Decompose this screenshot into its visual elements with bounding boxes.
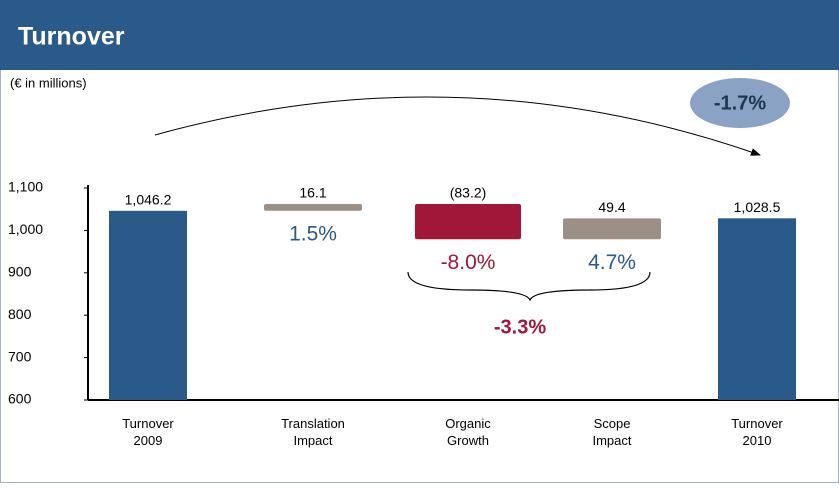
value-label: 16.1 <box>299 185 326 201</box>
x-tick-line: Translation <box>281 416 345 431</box>
x-tick-line: Impact <box>592 433 631 448</box>
pct-label: 4.7% <box>588 251 636 274</box>
bar <box>264 203 362 211</box>
header <box>0 0 839 70</box>
x-tick-label: Translation Impact <box>281 416 345 448</box>
bar <box>718 218 796 400</box>
y-tick-label: 800 <box>8 306 32 322</box>
x-tick-line: Organic <box>445 416 491 431</box>
x-tick-line: Turnover <box>122 416 174 431</box>
value-label: (83.2) <box>450 185 487 201</box>
organic-total: -3.3% <box>494 316 546 338</box>
x-tick-line: Growth <box>447 433 489 448</box>
pct-label: -8.0% <box>441 251 496 274</box>
change-bubble <box>690 78 790 128</box>
y-tick-label: 1,100 <box>8 179 43 195</box>
bar <box>109 210 187 400</box>
subtitle: (€ in millions) <box>10 75 87 90</box>
x-tick-label: Turnover 2010 <box>731 416 783 448</box>
x-tick-line: 2010 <box>743 433 772 448</box>
bar <box>563 218 661 240</box>
x-tick-label: Scope Impact <box>592 416 631 448</box>
bar <box>415 203 521 240</box>
brace <box>407 271 651 302</box>
y-tick-label: 1,000 <box>8 221 43 237</box>
value-label: 49.4 <box>598 199 625 215</box>
y-tick-label: 900 <box>8 264 32 280</box>
x-tick-line: 2009 <box>134 433 163 448</box>
y-tick-label: 600 <box>8 391 32 407</box>
y-tick-label: 700 <box>8 348 32 364</box>
value-label: 1,046.2 <box>125 192 172 208</box>
x-tick-label: Organic Growth <box>445 416 491 448</box>
chart-title: Turnover <box>18 23 125 51</box>
change-arc <box>154 96 761 156</box>
value-label: 1,028.5 <box>734 199 781 215</box>
x-tick-line: Impact <box>293 433 332 448</box>
pct-label: 1.5% <box>289 222 337 245</box>
x-tick-line: Turnover <box>731 416 783 431</box>
x-tick-line: Scope <box>594 416 631 431</box>
x-tick-label: Turnover 2009 <box>122 416 174 448</box>
overall-change: -1.7% <box>714 92 766 114</box>
